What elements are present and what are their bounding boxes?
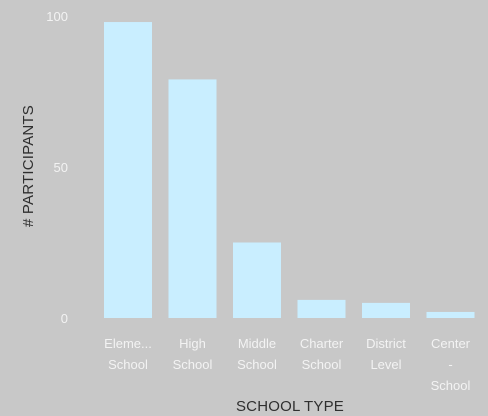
- y-tick-label: 0: [61, 311, 68, 326]
- x-tick-label: Center - School: [431, 336, 471, 393]
- y-tick-label: 100: [46, 9, 68, 24]
- x-tick-label: Middle School: [237, 336, 277, 372]
- y-tick-label: 50: [54, 160, 68, 175]
- x-tick-label-line: School: [108, 357, 148, 372]
- x-tick-label-line: Center: [431, 336, 471, 351]
- x-tick-label-line: District: [366, 336, 406, 351]
- bar[interactable]: [233, 242, 281, 319]
- x-tick-label-line: School: [173, 357, 213, 372]
- x-axis-title: SCHOOL TYPE: [236, 398, 344, 415]
- bar[interactable]: [297, 299, 346, 318]
- x-tick-label: Charter School: [300, 336, 344, 372]
- x-tick-label-line: High: [179, 336, 206, 351]
- x-tick-label: Eleme... School: [104, 336, 152, 372]
- x-tick-label-line: Charter: [300, 336, 344, 351]
- x-tick-label-line: -: [448, 357, 452, 372]
- x-tick-label-line: Middle: [238, 336, 276, 351]
- y-axis-title: # PARTICIPANTS: [20, 105, 37, 227]
- x-tick-label-line: Eleme...: [104, 336, 152, 351]
- bar[interactable]: [104, 22, 152, 318]
- x-tick-label-line: School: [237, 357, 277, 372]
- x-tick-label: High School: [173, 336, 213, 372]
- y-axis-ticks: 0 50 100: [46, 9, 68, 326]
- bar[interactable]: [426, 311, 475, 318]
- bar[interactable]: [168, 79, 217, 318]
- x-tick-label-line: School: [431, 378, 471, 393]
- x-tick-label-line: Level: [370, 357, 401, 372]
- bar[interactable]: [362, 302, 410, 318]
- x-tick-label: District Level: [366, 336, 406, 372]
- x-tick-label-line: School: [302, 357, 342, 372]
- bars: [104, 22, 475, 318]
